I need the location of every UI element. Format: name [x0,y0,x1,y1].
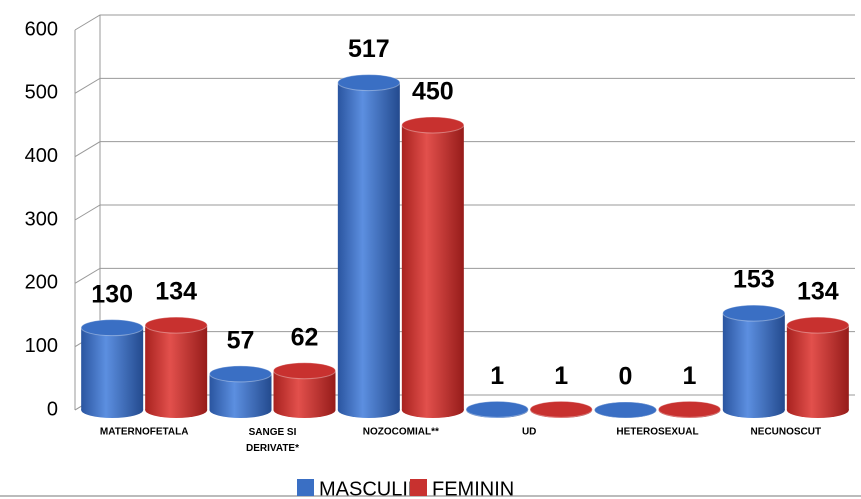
grid-line [74,14,855,31]
bar-top [401,116,465,134]
x-tick-label: NOZOCOMIAL** [363,427,439,438]
bar [529,400,593,418]
bar-body [722,313,785,410]
value-label: 134 [797,278,839,306]
grid-line [74,204,855,221]
grid-line [74,77,855,94]
legend-label: FEMININ [432,478,514,499]
bar-top [529,400,593,418]
bar-top [273,362,336,380]
bar-base [145,402,208,418]
y-tick-label: 300 [25,208,58,230]
value-label: 134 [155,278,197,306]
bar [209,365,272,418]
bar [144,316,208,418]
bar-top [80,319,144,337]
bar-base [273,402,336,418]
bar-top [722,304,786,322]
bar-base [209,402,272,418]
bar-body [337,82,400,411]
value-label: 62 [291,323,319,351]
value-label: 57 [227,327,255,355]
y-tick-label: 500 [25,82,58,104]
x-tick-label: MATERNOFETALA [100,427,189,438]
bar [658,400,721,418]
bar-top [144,316,208,334]
y-tick-label: 400 [25,145,58,167]
bar [273,362,336,418]
value-label: 1 [554,362,568,390]
bar-base [722,402,785,418]
y-tick-label: 0 [47,398,58,420]
bar-body [401,125,464,410]
bar-top [594,401,657,419]
x-tick-label: SANGE SI DERIVATE* [246,427,299,454]
bar [401,116,465,418]
value-label: 450 [412,78,454,106]
bar-body [786,325,849,410]
bar-base [786,402,849,418]
bar [722,304,786,418]
grid-line [74,141,855,158]
value-label: 517 [348,35,390,63]
bar-top [465,400,529,418]
bar [80,319,144,418]
y-tick-label: 600 [25,18,58,40]
x-tick-label: NECUNOSCUT [751,427,822,438]
bar-top [337,74,401,92]
bar-top [786,316,850,334]
bar-base [81,402,144,418]
bar-top [658,400,721,418]
bar-base [337,402,400,418]
value-label: 153 [733,266,775,294]
bar-top [209,365,272,383]
legend-swatch [410,479,427,496]
legend-swatch [297,479,314,496]
value-label: 0 [619,363,633,391]
legend-label: MASCULIN [319,478,422,499]
y-tick-label: 100 [25,335,58,357]
bar-base [401,402,464,418]
x-tick-line: SANGE SI [249,427,297,438]
x-tick-label: UD [522,427,536,438]
value-label: 1 [490,362,504,390]
bar-body [81,327,144,410]
grid-line [74,267,855,284]
y-tick-label: 200 [25,272,58,294]
bar-body [145,325,208,410]
value-label: 1 [683,362,697,390]
bar [337,74,401,418]
x-tick-line: DERIVATE* [246,443,299,454]
bar [594,401,657,419]
bar [786,316,850,418]
value-label: 130 [91,280,133,308]
bar [465,400,529,418]
x-tick-label: HETEROSEXUAL [616,427,698,438]
